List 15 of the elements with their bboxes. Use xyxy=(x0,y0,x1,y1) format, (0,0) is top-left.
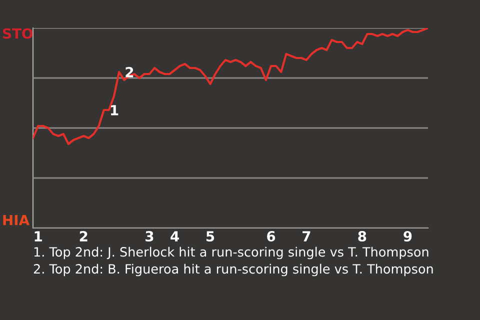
text: 1. Top 2nd: J. Sherlock hit a run-scoring single vs T. Thompson xyxy=(34,246,428,260)
text: 2. Top 2nd: B. Figueroa hit a run-scoring single vs T. Thompson xyxy=(34,264,433,276)
x-tick-label: 4 xyxy=(170,231,179,242)
x-tick-label: 8 xyxy=(358,231,366,242)
x-tick-label: 2 xyxy=(80,231,88,242)
x-tick-label: 7 xyxy=(302,231,310,242)
x-tick-label: 3 xyxy=(146,231,154,242)
text: HIA xyxy=(3,214,30,226)
annotation: 1 xyxy=(111,105,118,116)
x-tick-label: 5 xyxy=(206,231,214,242)
x-tick-label: 6 xyxy=(267,231,276,242)
x-tick-label: 9 xyxy=(404,231,412,242)
text: STO xyxy=(2,28,33,39)
x-tick-label: 1 xyxy=(34,231,42,242)
annotation: 2 xyxy=(126,66,134,78)
